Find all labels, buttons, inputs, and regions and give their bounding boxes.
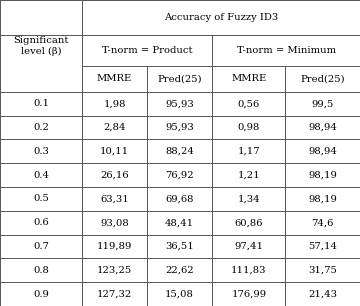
Text: 97,41: 97,41 (234, 242, 264, 251)
Text: 88,24: 88,24 (165, 147, 194, 156)
Text: 95,93: 95,93 (165, 99, 194, 108)
Text: 93,08: 93,08 (100, 218, 129, 227)
Text: 26,16: 26,16 (100, 171, 129, 180)
Text: 48,41: 48,41 (165, 218, 194, 227)
Text: 0.2: 0.2 (33, 123, 49, 132)
Text: 21,43: 21,43 (308, 289, 337, 299)
Text: 119,89: 119,89 (97, 242, 132, 251)
Text: 63,31: 63,31 (100, 194, 129, 203)
Text: 0.8: 0.8 (33, 266, 49, 275)
Text: 1,34: 1,34 (238, 194, 260, 203)
Text: Significant
level (β): Significant level (β) (13, 36, 69, 56)
Text: Pred(25): Pred(25) (301, 74, 345, 83)
Text: T-norm = Product: T-norm = Product (102, 46, 193, 55)
Text: 0,56: 0,56 (238, 99, 260, 108)
Text: 22,62: 22,62 (165, 266, 194, 275)
Text: 0,98: 0,98 (238, 123, 260, 132)
Text: 0.7: 0.7 (33, 242, 49, 251)
Text: 2,84: 2,84 (103, 123, 126, 132)
Text: 1,21: 1,21 (238, 171, 260, 180)
Text: 95,93: 95,93 (165, 123, 194, 132)
Text: 98,94: 98,94 (308, 147, 337, 156)
Text: 98,94: 98,94 (308, 123, 337, 132)
Text: 0.1: 0.1 (33, 99, 49, 108)
Text: 0.9: 0.9 (33, 289, 49, 299)
Text: 98,19: 98,19 (308, 171, 337, 180)
Text: 123,25: 123,25 (97, 266, 132, 275)
Text: MMRE: MMRE (231, 74, 266, 83)
Text: 127,32: 127,32 (97, 289, 132, 299)
Text: 98,19: 98,19 (308, 194, 337, 203)
Text: Pred(25): Pred(25) (157, 74, 202, 83)
Text: 60,86: 60,86 (235, 218, 263, 227)
Text: 74,6: 74,6 (311, 218, 334, 227)
Text: 69,68: 69,68 (165, 194, 194, 203)
Text: 15,08: 15,08 (165, 289, 194, 299)
Text: 0.4: 0.4 (33, 171, 49, 180)
Text: 1,98: 1,98 (103, 99, 126, 108)
Text: 10,11: 10,11 (100, 147, 129, 156)
Text: 1,17: 1,17 (238, 147, 260, 156)
Text: 57,14: 57,14 (308, 242, 337, 251)
Text: 99,5: 99,5 (311, 99, 334, 108)
Text: 0.3: 0.3 (33, 147, 49, 156)
Text: T-norm = Minimum: T-norm = Minimum (237, 46, 336, 55)
Text: 0.5: 0.5 (33, 194, 49, 203)
Text: 111,83: 111,83 (231, 266, 267, 275)
Text: 36,51: 36,51 (165, 242, 194, 251)
Text: Accuracy of Fuzzy ID3: Accuracy of Fuzzy ID3 (164, 13, 278, 22)
Text: 176,99: 176,99 (231, 289, 266, 299)
Text: 0.6: 0.6 (33, 218, 49, 227)
Text: 31,75: 31,75 (308, 266, 337, 275)
Text: 76,92: 76,92 (165, 171, 194, 180)
Text: MMRE: MMRE (97, 74, 132, 83)
